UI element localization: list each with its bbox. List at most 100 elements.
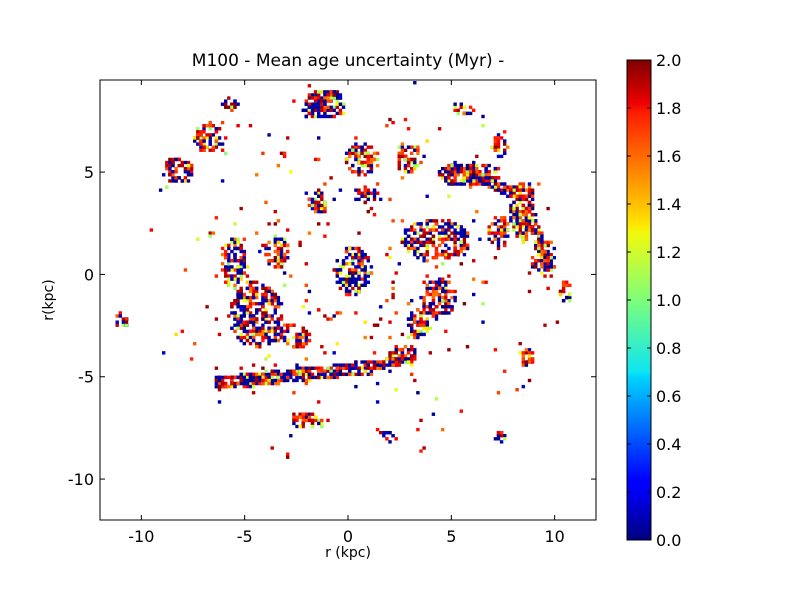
heatmap-cell [242,372,246,377]
heatmap-cell [403,243,408,248]
heatmap-cell [549,252,553,257]
heatmap-cell [425,252,429,257]
heatmap-cell [357,259,361,263]
heatmap-cell [444,256,448,260]
heatmap-cell [313,191,318,195]
heatmap-cell [363,369,367,373]
heatmap-cell [292,378,296,383]
heatmap-cell [264,375,268,380]
heatmap-cell [410,329,414,334]
heatmap-cell [496,142,501,146]
heatmap-cell [217,400,222,404]
heatmap-cell [286,375,290,380]
heatmap-cell [518,234,522,238]
heatmap-cell [202,136,206,140]
heatmap-cell [366,259,370,263]
heatmap-cell [270,369,274,373]
heatmap-cell [348,283,352,287]
heatmap-cell [521,225,525,229]
heatmap-cell [177,176,181,180]
heatmap-cell [307,311,312,315]
heatmap-cell [332,90,336,94]
heatmap-cell [468,173,473,177]
heatmap-cell [546,286,550,291]
heatmap-cell [168,157,172,162]
heatmap-cell [242,375,246,380]
heatmap-cell [527,206,532,211]
heatmap-cell [521,219,525,223]
heatmap-cell [270,378,274,383]
heatmap-cell [447,252,451,257]
heatmap-cell [363,283,367,287]
heatmap-cell [462,166,467,171]
heatmap-cell [279,259,284,263]
heatmap-cell [202,142,206,146]
heatmap-cell [499,228,504,232]
colorbar-tick-label: 0.6 [656,387,681,406]
heatmap-cell [214,317,219,321]
heatmap-cell [456,166,460,171]
heatmap-cell [379,366,383,370]
heatmap-cell [410,237,414,241]
heatmap-cell [431,256,436,260]
heatmap-cell [503,142,507,146]
heatmap-cell [369,335,374,340]
heatmap-cell [292,335,296,340]
heatmap-cell [233,105,237,109]
heatmap-cell [394,363,398,367]
heatmap-cell [251,335,256,340]
heatmap-cell [304,108,308,113]
heatmap-cell [360,262,364,266]
heatmap-cell [245,329,250,334]
heatmap-cell [329,317,333,321]
heatmap-cell [320,102,324,106]
heatmap-cell [428,326,432,330]
heatmap-cell [406,170,411,174]
heatmap-cell [521,363,525,367]
heatmap-cell [255,320,259,324]
heatmap-cell [419,332,423,337]
heatmap-cell [292,99,296,103]
heatmap-cell [360,256,364,260]
heatmap-cell [397,363,401,367]
heatmap-cell [512,206,516,211]
heatmap-cell [400,237,405,241]
heatmap-cell [233,256,237,260]
heatmap-cell [437,173,442,177]
heatmap-cell [276,256,281,260]
heatmap-cell [428,231,432,235]
heatmap-cell [453,176,457,180]
heatmap-cell [183,176,188,180]
heatmap-cell [475,176,479,180]
heatmap-cell [301,108,305,113]
heatmap-cell [267,338,271,343]
heatmap-cell [372,363,377,367]
heatmap-cell [227,256,231,260]
heatmap-cell [549,265,553,269]
heatmap-cell [360,265,364,269]
heatmap-cell [450,170,454,174]
heatmap-cell [369,163,374,168]
heatmap-cell [496,225,501,229]
heatmap-cell [400,332,405,337]
heatmap-cell [236,277,240,281]
heatmap-cell [496,139,501,143]
heatmap-cell [220,252,225,257]
heatmap-cell [245,338,250,343]
heatmap-cell [425,326,429,330]
heatmap-cell [304,412,308,416]
heatmap-cell [444,237,448,241]
heatmap-cell [276,240,281,245]
heatmap-cell [313,102,318,106]
heatmap-cell [196,133,200,137]
heatmap-cell [512,216,516,220]
heatmap-cell [317,114,321,119]
heatmap-cell [326,369,330,373]
heatmap-cell [279,243,284,248]
heatmap-cell [465,231,470,235]
heatmap-cell [273,292,277,297]
heatmap-cell [317,105,321,109]
heatmap-cell [530,206,535,211]
heatmap-cell [332,93,336,97]
heatmap-cell [168,163,172,168]
